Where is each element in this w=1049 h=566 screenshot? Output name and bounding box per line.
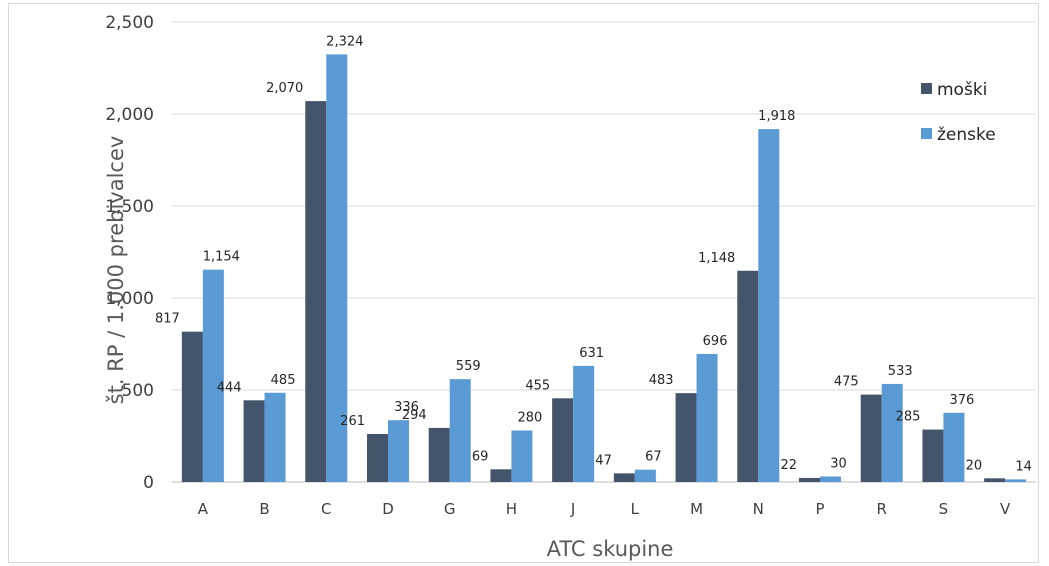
data-label-zenske-S: 376 [950, 393, 975, 408]
bar-zenske-R [881, 383, 903, 482]
x-tick-label: H [506, 500, 517, 518]
x-tick-label: S [939, 500, 949, 518]
bar-moski-L [613, 473, 635, 482]
data-label-moski-R: 475 [834, 375, 859, 390]
data-label-zenske-A: 1,154 [203, 250, 240, 265]
bars-layer [181, 54, 1027, 483]
bar-zenske-H [511, 430, 533, 482]
x-tick-label: V [1000, 500, 1011, 518]
bar-zenske-V [1005, 479, 1027, 482]
bar-moski-N [737, 270, 759, 482]
y-tick-label: 0 [143, 473, 154, 493]
data-label-moski-A: 817 [155, 312, 180, 327]
y-axis-title: št. RP / 1.000 prebivalcev [104, 136, 128, 405]
x-tick-label: C [321, 500, 331, 518]
bar-zenske-A [202, 269, 224, 482]
data-label-moski-C: 2,070 [266, 81, 303, 96]
x-tick-label: L [631, 500, 640, 518]
data-label-zenske-M: 696 [703, 334, 728, 349]
data-label-moski-H: 69 [472, 449, 489, 464]
x-tick-label: P [815, 500, 824, 518]
data-label-moski-M: 483 [649, 373, 674, 388]
bar-zenske-L [634, 469, 656, 482]
data-label-moski-N: 1,148 [698, 251, 735, 266]
x-axis-title: ATC skupine [547, 537, 674, 561]
legend-label: moški [937, 80, 987, 100]
bar-moski-P [799, 477, 820, 482]
data-label-zenske-L: 67 [645, 450, 662, 465]
data-label-zenske-G: 559 [456, 359, 481, 374]
data-label-moski-B: 444 [217, 380, 242, 395]
data-label-moski-V: 20 [966, 458, 983, 473]
bar-moski-S [922, 429, 944, 482]
bar-zenske-D [388, 420, 409, 482]
x-tick-label: G [444, 500, 456, 518]
x-tick-label: A [198, 500, 209, 518]
y-tick-label: 2,000 [105, 105, 154, 125]
data-label-moski-G: 294 [402, 408, 427, 423]
bar-zenske-P [820, 476, 841, 482]
data-label-zenske-D: 336 [394, 400, 419, 415]
y-tick-labels: 0 500 1,000 1,500 2,000 2,500 [105, 13, 154, 493]
x-tick-label: N [753, 500, 764, 518]
bar-moski-B [243, 400, 265, 482]
y-tick-label: 500 [122, 381, 154, 401]
bar-zenske-J [573, 365, 595, 482]
y-tick-label: 2,500 [105, 13, 154, 33]
bar-zenske-M [696, 353, 718, 482]
bar-moski-V [984, 478, 1006, 482]
x-tick-label: D [382, 500, 394, 518]
bar-zenske-S [943, 412, 965, 482]
bar-moski-H [490, 469, 512, 482]
y-tick-label: 1,000 [105, 289, 154, 309]
x-tick-label: M [690, 500, 703, 518]
y-tick-label: 1,500 [105, 197, 154, 217]
x-tick-label: B [259, 500, 269, 518]
bar-moski-M [675, 393, 697, 482]
bar-moski-J [552, 398, 574, 482]
data-label-moski-P: 22 [780, 458, 797, 473]
data-label-moski-L: 47 [595, 453, 612, 468]
data-label-zenske-H: 280 [518, 410, 543, 425]
x-tick-label: R [876, 500, 886, 518]
bar-moski-C [305, 101, 327, 483]
data-label-zenske-N: 1,918 [758, 109, 795, 124]
data-label-zenske-B: 485 [271, 373, 296, 388]
bar-moski-G [428, 427, 450, 482]
bar-zenske-B [264, 392, 286, 482]
legend-swatch [921, 128, 932, 139]
data-label-zenske-P: 30 [830, 456, 847, 471]
legend: moški ženske [921, 80, 996, 145]
bar-moski-A [181, 331, 203, 482]
data-label-moski-J: 455 [525, 378, 550, 393]
bar-zenske-C [326, 54, 348, 482]
data-label-moski-S: 285 [896, 410, 921, 425]
bar-moski-R [860, 394, 882, 482]
bar-moski-D [367, 433, 388, 482]
data-label-zenske-V: 14 [1015, 459, 1032, 474]
bar-zenske-N [758, 129, 780, 482]
bar-zenske-G [449, 379, 471, 482]
data-label-zenske-J: 631 [579, 346, 604, 361]
data-label-moski-D: 261 [340, 414, 365, 429]
legend-swatch [921, 83, 932, 94]
x-tick-label: J [570, 500, 575, 518]
legend-label: ženske [937, 125, 996, 145]
data-label-zenske-C: 2,324 [326, 34, 363, 49]
data-label-zenske-R: 533 [888, 364, 913, 379]
